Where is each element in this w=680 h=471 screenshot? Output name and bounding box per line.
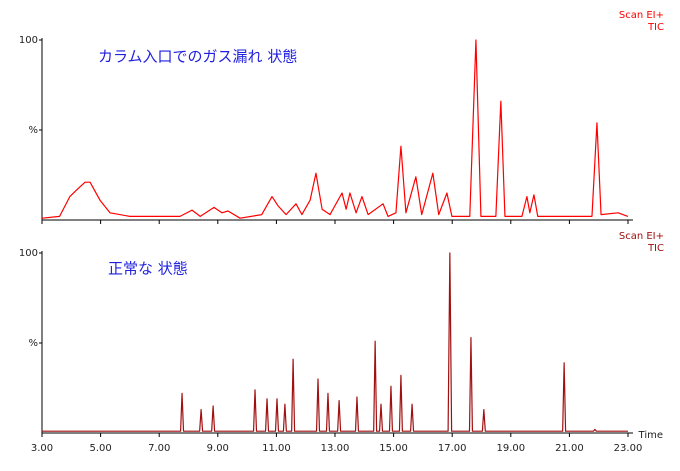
y-tick-label: % xyxy=(28,338,38,349)
y-tick-label: 100 xyxy=(19,35,38,46)
x-axis-label: Time xyxy=(638,430,663,441)
chart-title: カラム入口でのガス漏れ 状態 xyxy=(98,48,297,66)
x-tick-label: 9.00 xyxy=(207,443,229,454)
trace xyxy=(41,39,629,219)
trace xyxy=(42,252,628,432)
chart-title: 正常な 状態 xyxy=(108,260,188,278)
annotation: TIC xyxy=(647,243,664,254)
x-tick-label: 23.00 xyxy=(614,443,643,454)
x-tick-label: 5.00 xyxy=(89,443,111,454)
x-tick-label: 13.00 xyxy=(321,443,350,454)
x-tick-label: 3.00 xyxy=(31,443,53,454)
x-tick-label: 17.00 xyxy=(438,443,467,454)
y-tick-label: 100 xyxy=(19,248,38,259)
y-tick-label: % xyxy=(28,125,38,136)
x-tick-label: 15.00 xyxy=(379,443,408,454)
x-tick-label: 7.00 xyxy=(148,443,170,454)
annotation: TIC xyxy=(647,22,664,33)
x-tick-label: 21.00 xyxy=(555,443,584,454)
annotation: Scan EI+ xyxy=(619,231,664,242)
x-tick-label: 19.00 xyxy=(496,443,525,454)
annotation: Scan EI+ xyxy=(619,10,664,21)
x-tick-label: 11.00 xyxy=(262,443,291,454)
